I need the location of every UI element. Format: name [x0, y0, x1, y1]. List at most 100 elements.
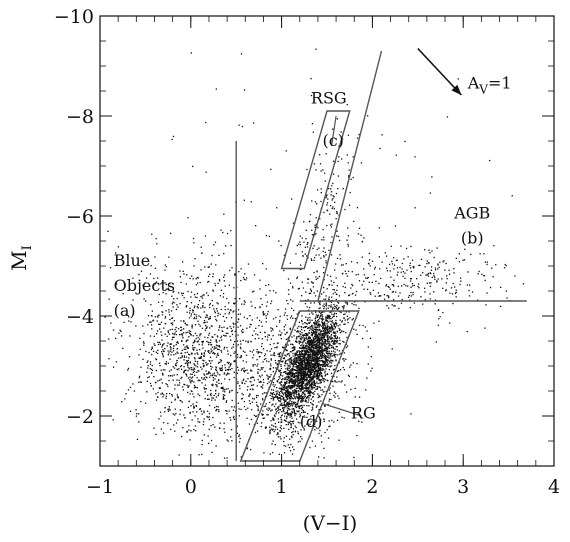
data-point — [309, 366, 311, 368]
data-point — [180, 400, 182, 402]
data-point — [276, 428, 279, 430]
data-point — [316, 356, 318, 358]
data-point — [317, 277, 319, 279]
data-point — [297, 354, 299, 356]
data-point — [288, 401, 290, 403]
data-point — [183, 383, 185, 385]
data-point — [204, 329, 206, 331]
data-point — [144, 282, 146, 284]
data-point — [344, 286, 346, 289]
data-point — [319, 315, 321, 318]
data-point — [436, 280, 438, 282]
data-point — [378, 227, 380, 229]
data-point — [287, 389, 289, 391]
data-point — [301, 381, 303, 383]
data-point — [305, 322, 307, 324]
data-point — [256, 351, 258, 353]
data-point — [322, 327, 324, 329]
data-point — [288, 370, 291, 372]
data-point — [313, 371, 315, 373]
data-point — [300, 395, 302, 397]
data-point — [315, 331, 317, 333]
data-point — [316, 340, 318, 342]
data-point — [300, 351, 303, 353]
data-point — [237, 326, 239, 328]
data-point — [310, 385, 313, 387]
data-point — [342, 188, 344, 190]
data-point — [215, 405, 218, 408]
data-point — [305, 378, 307, 381]
data-point — [300, 363, 302, 365]
data-point — [289, 371, 292, 374]
data-point — [289, 351, 292, 353]
data-point — [310, 368, 312, 370]
data-point — [315, 328, 317, 330]
data-point — [363, 274, 366, 276]
data-point — [325, 357, 327, 359]
data-point — [334, 327, 336, 329]
data-point — [209, 306, 211, 309]
data-point — [198, 343, 200, 346]
data-point — [322, 353, 324, 355]
data-point — [164, 407, 166, 409]
data-point — [307, 340, 309, 343]
data-point — [203, 322, 205, 324]
data-point — [240, 355, 242, 357]
data-point — [186, 345, 188, 347]
data-point — [262, 312, 264, 314]
data-point — [313, 377, 315, 379]
data-point — [273, 414, 276, 416]
data-point — [289, 405, 291, 407]
data-point — [291, 370, 293, 372]
data-point — [314, 329, 317, 331]
data-point — [261, 368, 263, 370]
data-point — [160, 283, 162, 285]
data-point — [287, 359, 289, 361]
data-point — [301, 377, 303, 380]
data-point — [313, 359, 315, 362]
data-point — [226, 346, 228, 349]
data-point — [187, 359, 190, 362]
data-point — [434, 303, 436, 305]
data-point — [294, 352, 296, 354]
data-point — [270, 358, 272, 360]
data-point — [352, 156, 354, 158]
data-point — [181, 349, 183, 352]
data-point — [314, 326, 317, 328]
data-point — [352, 176, 354, 179]
data-point — [391, 348, 393, 350]
data-point — [296, 354, 298, 356]
data-point — [289, 403, 291, 405]
data-point — [206, 321, 208, 323]
data-point — [288, 428, 290, 430]
data-point — [187, 366, 189, 368]
data-point — [312, 340, 314, 342]
data-point — [486, 263, 488, 266]
data-point — [437, 268, 439, 270]
data-point — [212, 336, 214, 338]
data-point — [280, 360, 282, 363]
data-point — [281, 332, 283, 334]
data-point — [242, 328, 244, 331]
data-point — [336, 419, 339, 421]
data-point — [433, 256, 435, 259]
data-point — [298, 343, 300, 345]
data-point — [304, 361, 306, 363]
data-point — [279, 370, 281, 373]
data-point — [225, 317, 228, 319]
data-point — [332, 360, 334, 362]
data-point — [298, 386, 300, 389]
data-point — [318, 348, 320, 350]
data-point — [190, 313, 192, 315]
data-point — [239, 340, 242, 342]
data-point — [302, 345, 304, 347]
data-point — [212, 276, 214, 278]
data-point — [491, 267, 493, 269]
data-point — [323, 333, 325, 335]
data-point — [214, 347, 216, 349]
data-point — [270, 348, 273, 350]
data-point — [214, 310, 216, 312]
data-point — [211, 336, 213, 338]
data-point — [165, 293, 167, 295]
data-point — [309, 423, 311, 425]
